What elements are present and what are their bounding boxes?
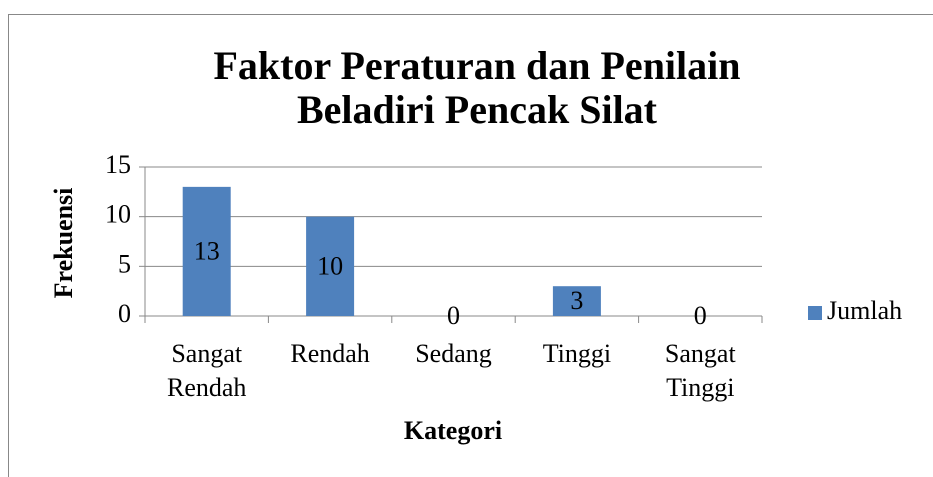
data-label: 0 (694, 301, 707, 330)
legend-label: Jumlah (827, 296, 902, 325)
chart-border (8, 14, 933, 477)
x-tick-label: Sangat Tinggi (665, 339, 737, 402)
y-axis-label: Frekuensi (49, 188, 78, 299)
data-label: 13 (194, 236, 220, 265)
y-tick-label: 10 (105, 200, 131, 229)
bar (552, 286, 601, 316)
legend-swatch (808, 306, 822, 320)
x-tick-label: Sangat Rendah (167, 339, 246, 402)
x-axis-label: Kategori (404, 416, 502, 445)
x-tick-label: Sedang (415, 339, 492, 368)
x-tick-label: Rendah (290, 339, 369, 368)
chart-title: Faktor Peraturan dan Penilain (213, 43, 740, 88)
bar (182, 186, 231, 316)
bar (306, 216, 355, 316)
data-label: 10 (317, 251, 343, 280)
y-tick-label: 5 (118, 249, 131, 278)
chart-title: Beladiri Pencak Silat (297, 87, 658, 132)
x-tick-label: Tinggi (543, 339, 611, 368)
y-tick-label: 0 (118, 299, 131, 328)
data-label: 0 (447, 301, 460, 330)
y-tick-label: 15 (105, 150, 131, 179)
data-label: 3 (570, 286, 583, 315)
